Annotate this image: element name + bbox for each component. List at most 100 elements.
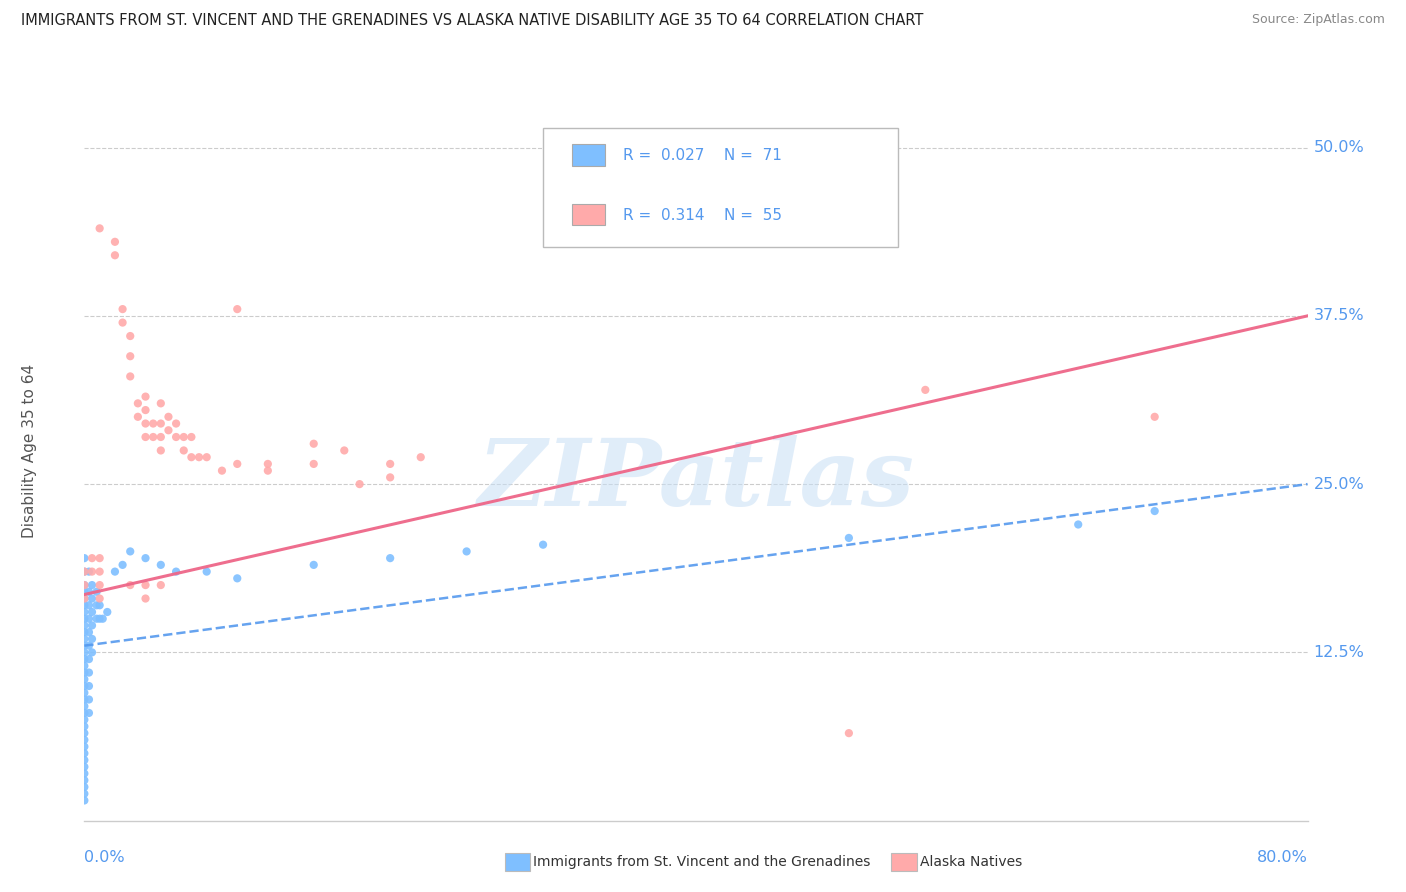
Point [302,436,325,450]
Point [73,599,96,613]
Point [73,787,96,801]
Point [120,349,142,363]
Point [149,578,172,592]
Point [73,780,96,794]
Point [127,409,149,424]
Point [180,430,202,444]
Point [86,612,108,626]
Point [80,565,103,579]
Point [173,430,195,444]
Point [195,565,218,579]
Point [80,591,103,606]
Point [89,599,111,613]
Point [73,632,96,646]
Point [73,719,96,733]
Point [86,584,108,599]
Point [257,457,280,471]
Point [73,692,96,706]
Point [73,739,96,754]
Point [86,599,108,613]
Point [135,390,157,404]
Point [73,665,96,680]
Point [89,612,111,626]
Point [73,747,96,761]
Point [211,464,233,478]
Point [77,706,100,720]
Point [73,551,96,566]
Point [120,369,142,384]
Point [77,599,100,613]
Point [380,457,402,471]
Point [135,430,157,444]
Point [1143,504,1166,518]
Point [135,417,157,431]
Point [120,544,142,558]
Point [135,403,157,417]
Text: IMMIGRANTS FROM ST. VINCENT AND THE GRENADINES VS ALASKA NATIVE DISABILITY AGE 3: IMMIGRANTS FROM ST. VINCENT AND THE GREN… [21,13,924,29]
Point [73,605,96,619]
Point [73,639,96,653]
Point [73,706,96,720]
Point [73,673,96,687]
Point [73,612,96,626]
Point [149,396,172,410]
Point [409,450,432,465]
Point [77,679,100,693]
Point [80,618,103,632]
Point [1067,517,1090,532]
Point [73,618,96,632]
Text: Alaska Natives: Alaska Natives [920,855,1022,869]
Point [531,538,554,552]
Point [77,625,100,640]
Point [302,457,325,471]
Point [914,383,936,397]
Point [73,652,96,666]
Point [165,430,187,444]
Point [165,565,187,579]
Point [226,302,249,317]
Text: 25.0%: 25.0% [1313,476,1364,491]
Point [838,531,860,545]
Point [73,699,96,714]
Point [73,760,96,774]
Text: 80.0%: 80.0% [1257,850,1308,865]
Point [73,625,96,640]
FancyBboxPatch shape [572,203,606,226]
Point [349,477,371,491]
Point [135,591,157,606]
Point [333,443,356,458]
Point [226,457,249,471]
Point [77,665,100,680]
Point [135,551,157,566]
Point [73,732,96,747]
Point [142,417,165,431]
Point [80,578,103,592]
Point [111,302,134,317]
Point [77,584,100,599]
Point [77,565,100,579]
Point [380,551,402,566]
Point [142,430,165,444]
Point [73,591,96,606]
Point [73,578,96,592]
Point [120,578,142,592]
Point [89,551,111,566]
Text: Immigrants from St. Vincent and the Grenadines: Immigrants from St. Vincent and the Gren… [533,855,870,869]
Text: Source: ZipAtlas.com: Source: ZipAtlas.com [1251,13,1385,27]
Point [89,221,111,235]
Point [73,726,96,740]
Point [302,558,325,572]
Point [157,423,180,437]
Point [188,450,211,465]
Point [73,793,96,807]
Text: 0.0%: 0.0% [84,850,125,865]
Point [89,565,111,579]
Point [73,591,96,606]
Point [80,551,103,566]
Point [77,612,100,626]
Point [96,605,118,619]
Point [73,658,96,673]
Text: ZIPatlas: ZIPatlas [478,435,914,525]
Point [80,645,103,659]
Point [111,316,134,330]
